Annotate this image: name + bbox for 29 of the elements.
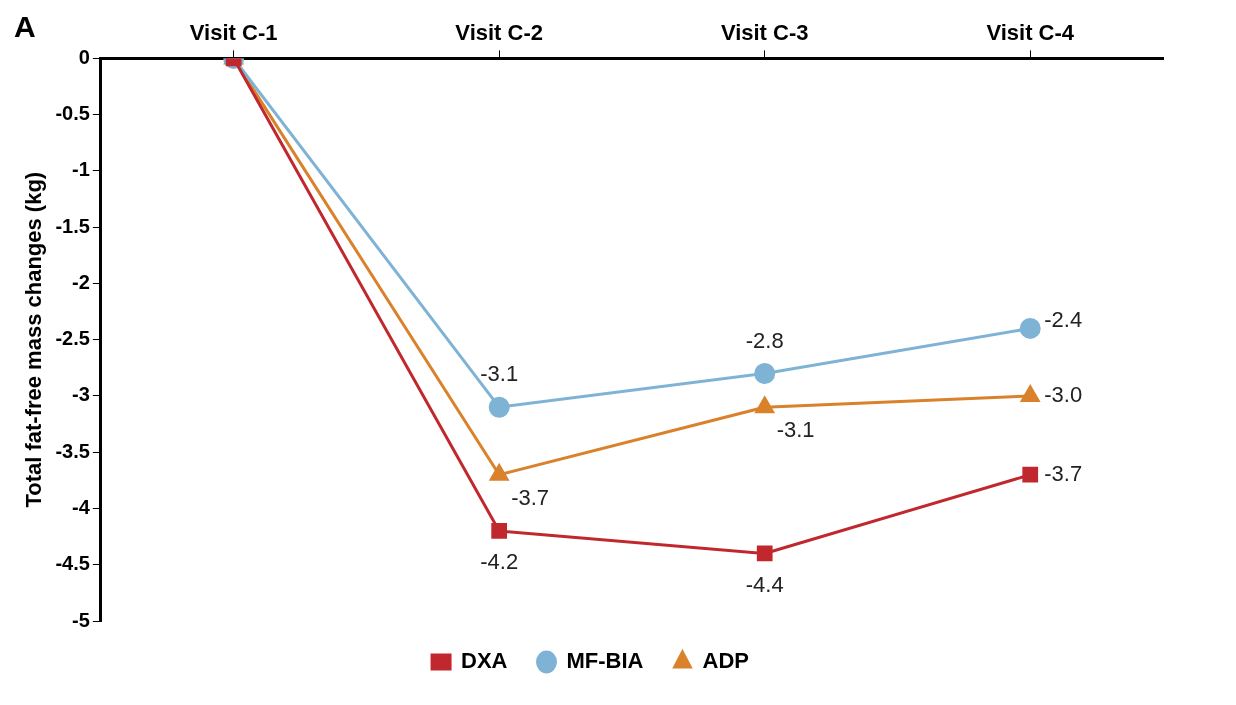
y-tick-label: -0.5 [55,102,90,125]
y-tick-label: -1 [72,158,90,181]
data-label: -3.1 [480,361,519,387]
legend-label: MF-BIA [566,648,644,674]
data-label: -2.4 [1044,306,1083,332]
y-tick-label: -3.5 [55,439,90,462]
data-label: -4.2 [480,549,519,575]
x-tick-label: Visit C-1 [189,20,278,46]
y-tick-label: -4 [72,496,91,518]
data-label: -3.7 [1044,460,1083,486]
y-tick-label: -3 [72,383,90,406]
y-tick-label: -1.5 [55,214,90,237]
y-tick-label: -5 [72,608,90,631]
data-label: -3.0 [1044,382,1083,408]
y-tick-label: -4.5 [55,552,90,575]
data-label: -2.8 [745,327,784,353]
y-tick-label: -2 [72,270,90,293]
legend-label: DXA [461,648,508,674]
x-tick-label: Visit C-3 [720,20,809,46]
x-tick-label: Visit C-4 [986,20,1075,46]
data-label: -3.7 [511,484,550,510]
legend-label: ADP [702,648,749,674]
y-tick-label: -2.5 [55,327,90,350]
x-tick-label: Visit C-2 [455,20,543,46]
data-label: -3.1 [776,417,815,443]
data-label: -4.4 [745,571,784,597]
text: A [14,10,36,44]
y-tick-label: 0 [78,45,90,68]
y-axis-title: Total fat-free mass changes (kg) [21,171,47,508]
